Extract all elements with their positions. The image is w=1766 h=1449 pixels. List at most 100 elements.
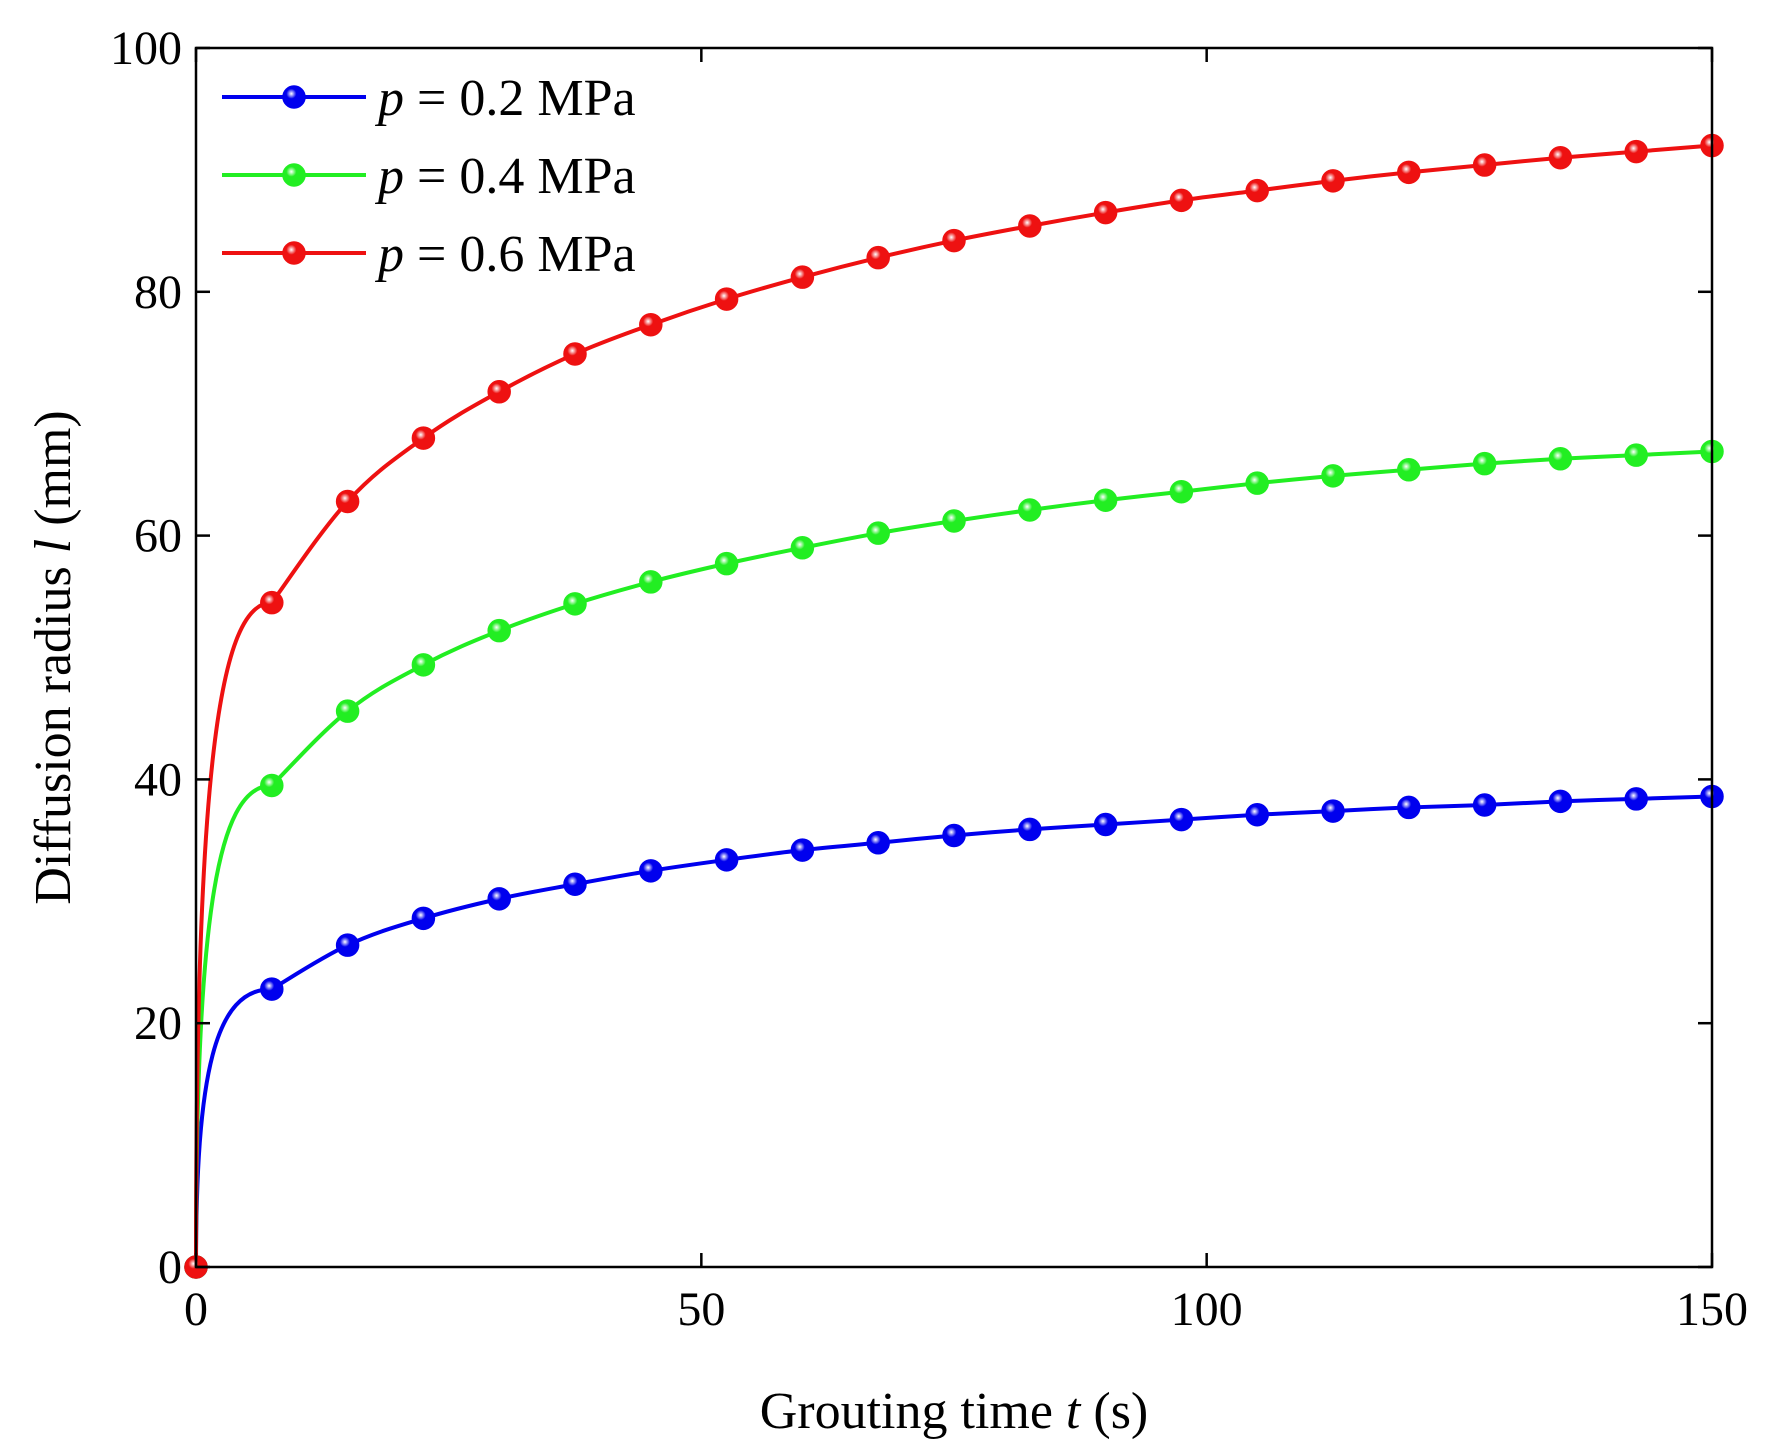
x-tick-label: 100 bbox=[1171, 1283, 1243, 1336]
legend-label-rest: = 0.6 MPa bbox=[404, 226, 636, 283]
x-tick-label: 0 bbox=[184, 1283, 208, 1336]
y-tick-label: 80 bbox=[134, 266, 182, 319]
data-point bbox=[1245, 178, 1269, 203]
y-axis-title-prefix: Diffusion radius bbox=[25, 553, 82, 904]
data-point bbox=[639, 312, 663, 337]
data-point bbox=[1018, 498, 1042, 522]
data-point bbox=[1397, 458, 1421, 482]
data-point bbox=[1397, 795, 1421, 820]
data-point bbox=[563, 342, 587, 366]
data-point bbox=[1397, 160, 1421, 185]
data-point bbox=[714, 848, 739, 872]
data-point bbox=[866, 831, 890, 855]
data-point bbox=[1321, 799, 1345, 823]
series-1 bbox=[184, 439, 1724, 1279]
legend-label: p = 0.2 MPa bbox=[374, 70, 636, 127]
data-point bbox=[563, 872, 587, 896]
y-tick-label: 60 bbox=[134, 510, 182, 563]
plot-frame bbox=[194, 46, 1714, 1269]
data-point bbox=[411, 426, 436, 450]
y-tick-label: 40 bbox=[134, 753, 182, 806]
data-point bbox=[1093, 812, 1118, 837]
x-axis-title-suffix: (s) bbox=[1080, 1383, 1148, 1440]
series-line bbox=[194, 794, 1713, 1268]
data-point bbox=[335, 489, 360, 514]
data-point bbox=[1093, 488, 1118, 512]
legend-label: p = 0.6 MPa bbox=[374, 226, 636, 283]
legend-entry: p = 0.6 MPa bbox=[222, 226, 636, 283]
data-point bbox=[942, 509, 966, 533]
data-point bbox=[1245, 471, 1269, 495]
data-point bbox=[942, 823, 966, 848]
y-tick-label: 20 bbox=[134, 997, 182, 1050]
data-point bbox=[411, 653, 436, 677]
data-point bbox=[260, 977, 284, 1001]
y-tick-label: 0 bbox=[158, 1241, 182, 1294]
data-point bbox=[1169, 479, 1194, 504]
data-point bbox=[790, 536, 815, 560]
data-point bbox=[411, 906, 436, 931]
data-point bbox=[639, 859, 663, 883]
series-2 bbox=[184, 133, 1724, 1279]
data-point bbox=[942, 228, 966, 253]
data-point bbox=[260, 590, 284, 615]
data-point bbox=[866, 245, 890, 270]
data-point bbox=[1548, 447, 1573, 471]
y-axis-title: Diffusion radius l (mm) bbox=[25, 410, 82, 904]
y-axis-title-suffix: (mm) bbox=[25, 410, 82, 539]
legend-label: p = 0.4 MPa bbox=[374, 148, 636, 205]
data-point bbox=[639, 570, 663, 594]
legend-entry: p = 0.4 MPa bbox=[222, 148, 636, 205]
x-axis-title: Grouting time t (s) bbox=[760, 1383, 1149, 1440]
data-point bbox=[1548, 789, 1573, 814]
y-axis-title-var: l bbox=[25, 539, 82, 553]
data-point bbox=[1624, 787, 1648, 811]
data-point bbox=[335, 699, 360, 723]
x-axis-title-var: t bbox=[1066, 1383, 1082, 1440]
data-point bbox=[1624, 443, 1648, 467]
data-point bbox=[866, 521, 890, 545]
x-tick-label: 150 bbox=[1676, 1283, 1748, 1336]
x-axis-title-prefix: Grouting time bbox=[760, 1383, 1066, 1440]
data-point bbox=[1472, 451, 1497, 476]
legend-label-var: p bbox=[374, 148, 404, 205]
legend-label-rest: = 0.4 MPa bbox=[404, 148, 636, 205]
data-point bbox=[1018, 817, 1042, 842]
legend-swatch-marker bbox=[282, 241, 306, 265]
data-point bbox=[487, 618, 511, 643]
legend-entry: p = 0.2 MPa bbox=[222, 70, 636, 127]
legend-label-var: p bbox=[374, 70, 404, 127]
legend-label-var: p bbox=[374, 226, 404, 283]
data-point bbox=[563, 592, 587, 616]
data-point bbox=[790, 838, 815, 862]
legend-swatch-marker bbox=[282, 85, 306, 109]
tick-layer: 0 50 100 150 0 20 40 60 80 100 bbox=[110, 22, 1748, 1336]
data-point bbox=[1548, 145, 1573, 170]
data-point bbox=[487, 380, 511, 404]
data-point bbox=[1093, 200, 1118, 225]
series-0 bbox=[184, 784, 1724, 1279]
data-point bbox=[1018, 214, 1042, 238]
legend-label-rest: = 0.2 MPa bbox=[404, 70, 636, 127]
data-point bbox=[1169, 807, 1194, 832]
data-point bbox=[714, 551, 739, 576]
data-point bbox=[1321, 169, 1345, 193]
data-point bbox=[335, 933, 360, 957]
data-point bbox=[1169, 188, 1194, 213]
data-point bbox=[1321, 464, 1345, 488]
data-point bbox=[260, 773, 284, 798]
data-point bbox=[1245, 803, 1269, 827]
data-point bbox=[790, 265, 815, 289]
x-tick-label: 50 bbox=[677, 1283, 725, 1336]
data-point bbox=[487, 887, 511, 911]
legend-swatch-marker bbox=[282, 163, 306, 187]
series-layer bbox=[184, 133, 1724, 1279]
data-point bbox=[714, 287, 739, 311]
data-point bbox=[1472, 793, 1497, 817]
data-point bbox=[1472, 153, 1497, 177]
y-tick-label: 100 bbox=[110, 22, 182, 75]
data-point bbox=[1624, 139, 1648, 164]
